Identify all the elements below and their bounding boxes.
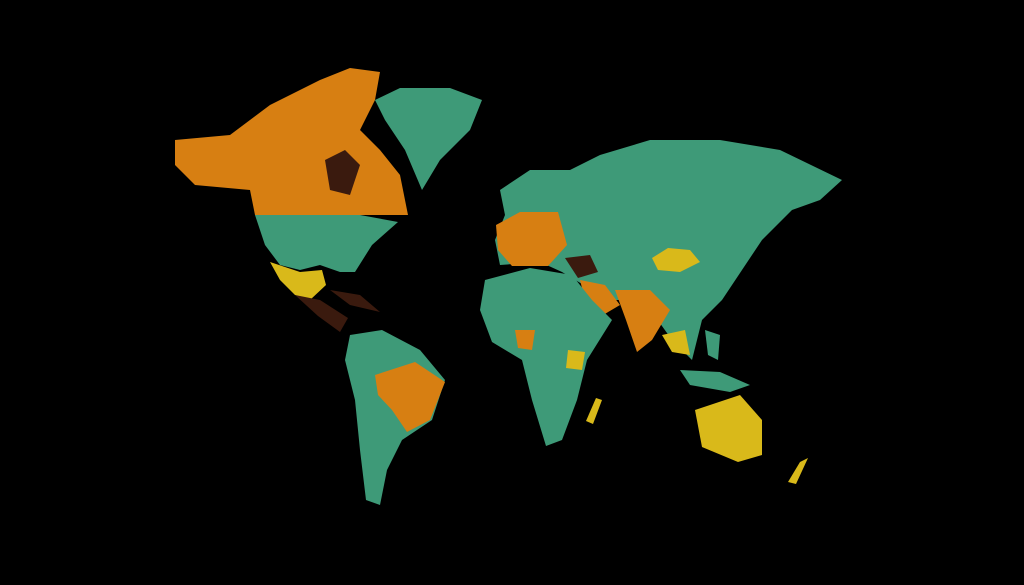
region-africa [480,268,612,446]
region-africa-east [566,350,585,370]
region-caribbean [330,290,380,312]
region-indonesia [680,370,750,392]
region-greenland [375,88,482,190]
region-mexico [270,262,326,300]
region-africa-west [515,330,535,350]
region-madagascar [586,398,602,424]
region-brazil [375,362,445,432]
region-middle-east [565,255,598,278]
region-india [615,290,670,352]
region-mongolia [652,248,700,272]
region-new-zealand [788,458,808,484]
region-philippines [705,330,720,360]
region-australia [695,395,762,462]
region-southeast-asia [662,330,690,355]
region-central-america [295,295,348,332]
region-europe [496,212,567,266]
region-united-states [255,215,398,272]
region-hudson-bay [325,150,360,195]
region-arabia [580,280,620,318]
